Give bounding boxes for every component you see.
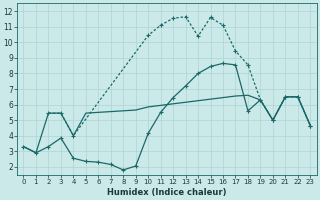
X-axis label: Humidex (Indice chaleur): Humidex (Indice chaleur) bbox=[107, 188, 227, 197]
